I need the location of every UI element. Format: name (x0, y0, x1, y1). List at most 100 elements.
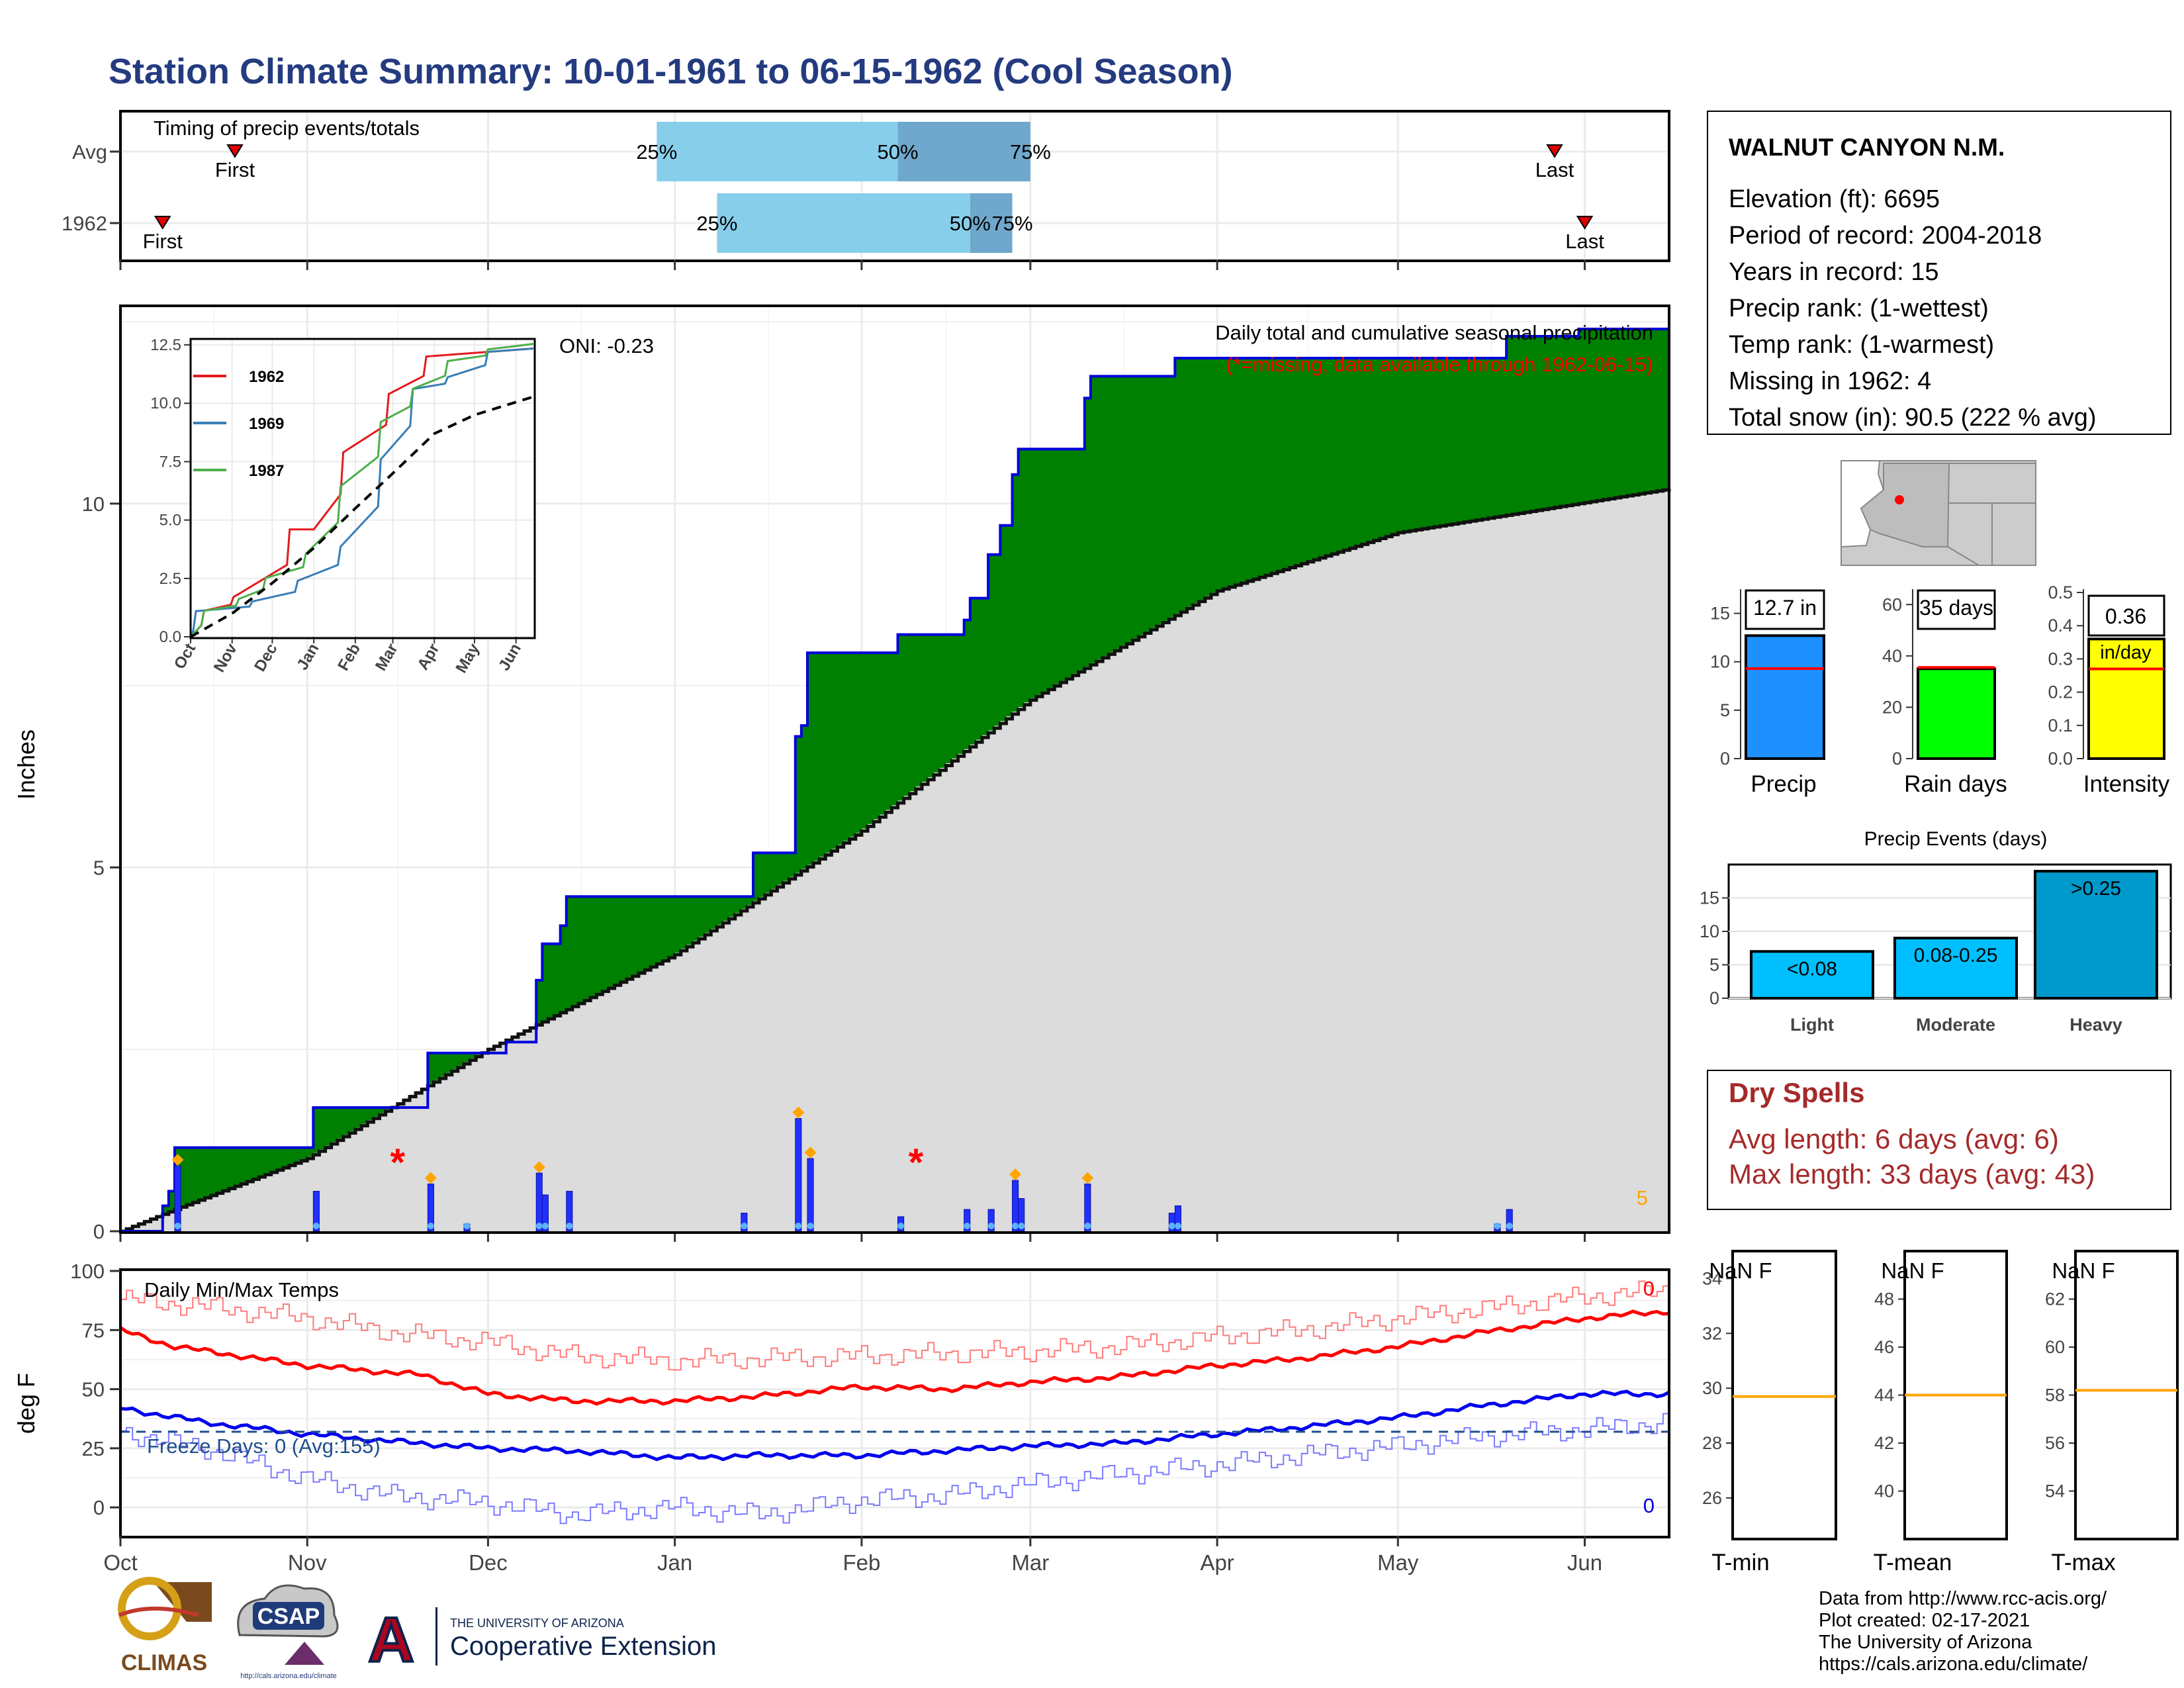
timing-p50-label: 50% (878, 140, 919, 164)
timing-first-marker (154, 216, 171, 230)
dry-spells-title: Dry Spells (1729, 1077, 1864, 1108)
tmin-frame (1731, 1250, 1837, 1540)
heavy-event-marker (533, 1161, 545, 1174)
tmean-ytick-label: 48 (1874, 1289, 1894, 1309)
station-name: WALNUT CANYON N.M. (1729, 134, 2005, 161)
csap-logo: CSAP http://cals.arizona.edu/climate (237, 1584, 339, 1680)
precip-ytick-label: 0 (1720, 749, 1730, 769)
tmean-xlabel: T-mean (1874, 1550, 1952, 1575)
temperature-line (119, 1309, 1670, 1406)
inset-series-line (189, 348, 534, 638)
ua-letter: A (368, 1605, 414, 1675)
timing-p75-label: 75% (992, 212, 1033, 235)
precip-ytick-label: 5 (1720, 700, 1730, 720)
daily-precip-bar (795, 1118, 802, 1232)
intensity-ytick-label: 0.3 (2048, 649, 2073, 669)
intensity-bar-label: 0.36 (2105, 604, 2146, 628)
inset-legend-label: 1962 (249, 368, 284, 386)
temperature-ytick-label: 25 (82, 1437, 105, 1460)
dry-spells-frame (1707, 1070, 2171, 1210)
temperature-title: Daily Min/Max Temps (144, 1278, 339, 1301)
snow-marker (1506, 1223, 1513, 1229)
events-content: 0 5 10 15 <0.08 Light 0.08-0.25 Moderate >0.25 He… (1700, 863, 2172, 1035)
events-ytick-label: 15 (1700, 888, 1719, 908)
rain-bar (1917, 667, 1996, 760)
snow-marker (1174, 1223, 1181, 1229)
freeze-days-label: Freeze Days: 0 (Avg:155) (147, 1434, 381, 1458)
inset-xtick-label: Mar (372, 641, 402, 674)
temperature-xtick-label: Mar (1011, 1550, 1049, 1575)
locator-map (1841, 460, 2036, 566)
dry-max-length: Max length: 33 days (avg: 43) (1729, 1158, 2095, 1190)
heavy-event-marker (804, 1147, 817, 1159)
tmax-ytick-label: 56 (2045, 1433, 2065, 1453)
snow-marker (566, 1223, 573, 1229)
dry-spells: Dry Spells Avg length: 6 days (avg: 6) M… (1707, 1070, 2171, 1210)
timing-row-label: Avg (72, 140, 107, 164)
rain-ytick-label: 0 (1892, 749, 1902, 769)
ua-block (363, 1609, 420, 1665)
footer-line: Data from http://www.rcc-acis.org/ (1819, 1588, 2107, 1609)
timing-last-marker (1576, 216, 1594, 230)
climatology-line (120, 488, 1671, 1233)
intensity-bar (2087, 637, 2165, 761)
ua-line2: Cooperative Extension (450, 1632, 716, 1661)
timing-bar-50-75 (897, 122, 1030, 181)
rain-ytick-label: 60 (1882, 594, 1902, 614)
intensity-ytick-label: 0.4 (2048, 616, 2073, 635)
heavy-event-marker (424, 1172, 437, 1184)
events-bar-label: >0.25 (2071, 878, 2121, 900)
daily-precip-bar (174, 1165, 181, 1232)
dry-avg-length: Avg length: 6 days (avg: 6) (1729, 1123, 2059, 1154)
intensity-bar-xlabel: Intensity (2083, 771, 2170, 797)
temperature-ytick-label: 50 (82, 1378, 105, 1401)
tmean-ytick-label: 40 (1874, 1481, 1894, 1501)
footer-line: https://cals.arizona.edu/climate/ (1819, 1654, 2088, 1675)
snow-marker (964, 1223, 971, 1229)
tmin-ytick-label: 26 (1702, 1488, 1722, 1508)
inset-xtick-label: Dec (251, 641, 281, 675)
tmax-ytick-label: 58 (2045, 1385, 2065, 1405)
temperature-line (120, 1413, 1670, 1524)
events-ytick-label: 5 (1709, 955, 1719, 975)
events-bar-label: <0.08 (1787, 958, 1837, 980)
heavy-event-marker (1081, 1172, 1094, 1184)
inset-legend-label: 1969 (249, 415, 284, 433)
station-line: Years in record: 15 (1729, 258, 1939, 286)
tmin-ytick-label: 32 (1702, 1323, 1722, 1343)
precip-value-box (1745, 589, 1825, 630)
snow-marker (1494, 1223, 1501, 1229)
events-xtick-label: Moderate (1916, 1015, 1995, 1035)
station-line: Elevation (ft): 6695 (1729, 185, 1940, 213)
snow-marker (1168, 1223, 1175, 1229)
climas-logo: CLIMAS (118, 1577, 212, 1675)
inset-xtick-label: Apr (414, 641, 443, 673)
inset-frame (189, 338, 536, 639)
rain-ytick-label: 40 (1882, 646, 1902, 666)
station-line: Total snow (in): 90.5 (222 % avg) (1729, 404, 2097, 432)
inset-legend-label: 1987 (249, 462, 284, 480)
inset-ytick-label: 0.0 (159, 628, 181, 646)
climas-swoosh (118, 1607, 199, 1617)
temperature-ytick-label: 0 (93, 1496, 105, 1519)
map-arizona (1860, 463, 1950, 547)
timing-p75-label: 75% (1010, 140, 1051, 164)
inset-ytick-label: 12.5 (150, 336, 181, 354)
tmean-ytick-label: 44 (1874, 1385, 1894, 1405)
inset-xtick-label: Jun (495, 641, 525, 674)
tmax-value: NaN F (2052, 1258, 2115, 1283)
precip-ytick-label: 15 (1710, 604, 1730, 624)
csap-mountain (285, 1642, 324, 1665)
intensity-bar-unit: in/day (2100, 642, 2152, 663)
station-frame (1707, 111, 2171, 435)
snow-marker (541, 1223, 549, 1229)
timing-p50-label: 50% (950, 212, 991, 235)
inset-ytick-label: 2.5 (159, 570, 181, 588)
missing-marker: * (390, 1141, 406, 1184)
temperature-xtick-label: Apr (1200, 1550, 1234, 1575)
precip-ylabel: Inches (13, 729, 40, 800)
timing-first-label: First (215, 158, 255, 181)
events-xtick-label: Heavy (2070, 1015, 2122, 1035)
